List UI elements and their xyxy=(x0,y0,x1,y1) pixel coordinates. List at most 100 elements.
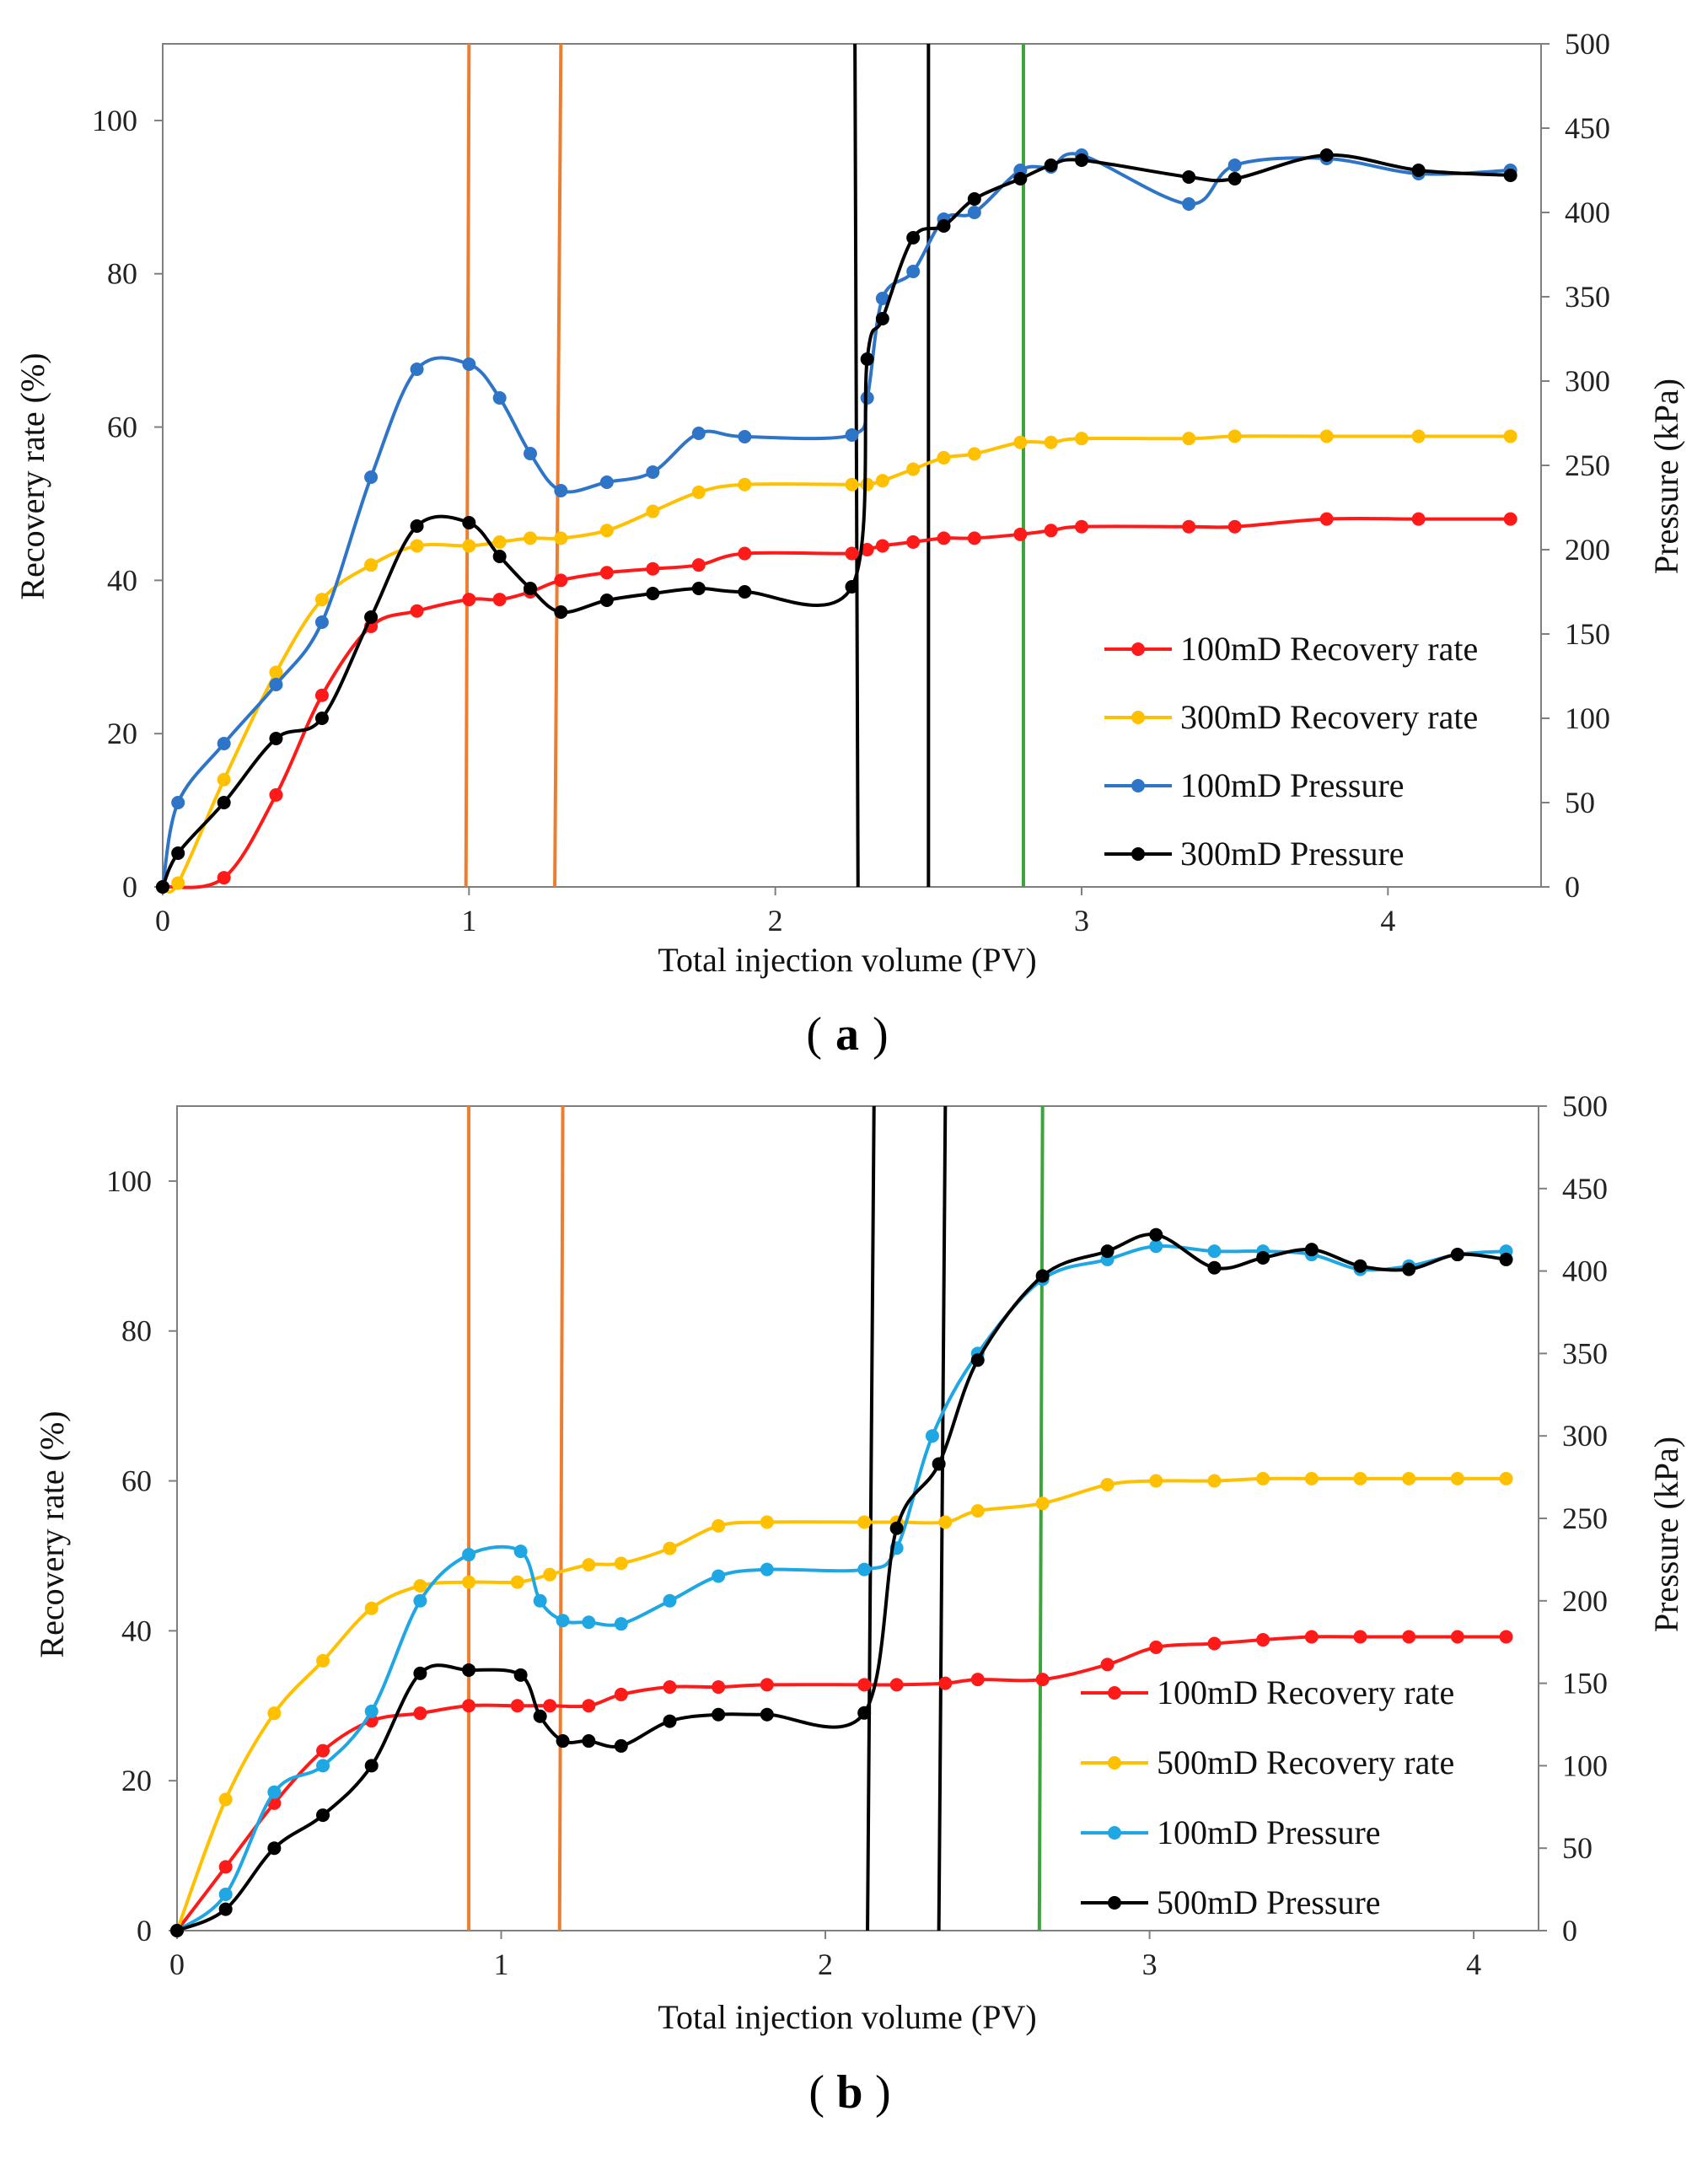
data-point xyxy=(316,1808,330,1823)
vertical-marker-line xyxy=(464,43,471,888)
data-point xyxy=(663,1593,677,1608)
data-point xyxy=(413,1579,427,1593)
series-line xyxy=(176,1233,1507,1932)
y-right-tick-label: 50 xyxy=(1565,786,1595,819)
data-point xyxy=(1227,429,1242,443)
data-point xyxy=(364,610,379,624)
x-axis-title: Total injection volume (PV) xyxy=(658,941,1036,979)
data-point xyxy=(1227,519,1242,534)
y-right-tick-label: 250 xyxy=(1562,1502,1608,1535)
data-point xyxy=(1411,429,1426,443)
data-point xyxy=(510,1575,524,1589)
data-point xyxy=(1182,170,1196,184)
data-point xyxy=(1499,1252,1513,1266)
y-right-tick-label: 500 xyxy=(1565,27,1610,61)
data-point xyxy=(1227,158,1242,172)
data-point xyxy=(712,1518,726,1533)
data-point xyxy=(1450,1471,1464,1485)
data-point xyxy=(513,1545,528,1559)
data-point xyxy=(938,1515,953,1529)
y-right-tick-label: 200 xyxy=(1565,533,1610,567)
legend-item: 100mD Recovery rate xyxy=(1081,1673,1454,1711)
y-right-tick-label: 350 xyxy=(1562,1336,1608,1370)
data-point xyxy=(712,1569,726,1583)
x-tick-label: 4 xyxy=(1380,904,1395,937)
data-point xyxy=(1075,153,1088,167)
data-point xyxy=(554,531,568,545)
legend-swatch-marker xyxy=(1108,1756,1121,1770)
data-point xyxy=(646,587,660,600)
data-point xyxy=(1013,527,1028,541)
y-right-tick-label: 50 xyxy=(1562,1831,1593,1865)
data-point xyxy=(906,462,921,476)
y-right-tick-label: 300 xyxy=(1565,364,1610,398)
data-point xyxy=(316,1743,330,1758)
panel-a-chart: 0 1 2 3 402040608010005010015020025030035040… xyxy=(13,27,1685,1061)
y-axis-title-left: Recovery rate (%) xyxy=(13,352,51,599)
y-right-tick-label: 450 xyxy=(1565,111,1610,145)
data-point xyxy=(524,531,537,545)
data-point xyxy=(364,470,379,484)
data-point xyxy=(554,573,568,588)
data-point xyxy=(314,688,329,702)
data-point xyxy=(554,484,568,497)
data-point xyxy=(1353,1630,1367,1644)
series-group xyxy=(170,1239,1513,1937)
data-point xyxy=(410,539,424,553)
data-point xyxy=(967,531,981,545)
plot-frame xyxy=(162,43,1542,888)
svg-text:(: ( xyxy=(806,1008,822,1061)
vertical-marker-line xyxy=(1037,1105,1045,1931)
data-point xyxy=(691,485,706,499)
data-point xyxy=(156,880,169,894)
legend-swatch-marker xyxy=(1131,642,1145,656)
data-point xyxy=(492,593,507,607)
data-point xyxy=(967,447,981,461)
x-tick-label: 3 xyxy=(1074,904,1089,937)
data-point xyxy=(462,1699,476,1713)
series-group xyxy=(170,1228,1513,1937)
legend-label: 100mD Pressure xyxy=(1180,766,1405,804)
data-point xyxy=(970,1673,985,1687)
data-point xyxy=(691,558,706,572)
legend-item: 300mD Pressure xyxy=(1104,835,1405,873)
data-point xyxy=(533,1593,547,1608)
data-point xyxy=(314,712,329,725)
data-point xyxy=(316,1653,330,1668)
data-point xyxy=(217,737,231,750)
data-point xyxy=(554,605,568,619)
y-right-tick-label: 400 xyxy=(1565,196,1610,229)
legend-item: 300mD Recovery rate xyxy=(1104,698,1478,736)
data-point xyxy=(906,265,921,278)
data-point xyxy=(410,604,424,618)
data-point xyxy=(1450,1630,1464,1644)
data-point xyxy=(524,582,537,595)
legend-item: 500mD Pressure xyxy=(1081,1883,1381,1921)
data-point xyxy=(513,1668,528,1682)
data-point xyxy=(646,504,660,518)
legend-swatch-marker xyxy=(1108,1896,1121,1910)
data-point xyxy=(462,1548,476,1562)
legend-swatch-marker xyxy=(1108,1686,1121,1700)
data-point xyxy=(269,732,283,745)
data-point xyxy=(267,1841,282,1856)
svg-text:(: ( xyxy=(808,2066,824,2119)
y-left-tick-label: 0 xyxy=(137,1914,152,1947)
data-point xyxy=(860,477,874,492)
data-point xyxy=(663,1680,677,1695)
data-point xyxy=(1100,1477,1114,1491)
y-right-tick-label: 250 xyxy=(1565,449,1610,482)
x-tick-label: 0 xyxy=(169,1947,185,1981)
panel-b-chart: 0 1 2 3 402040608010005010015020025030035040… xyxy=(33,1089,1685,2119)
data-point xyxy=(1044,435,1058,449)
data-point xyxy=(860,543,874,556)
data-point xyxy=(1402,1630,1416,1644)
x-tick-label: 3 xyxy=(1142,1947,1157,1981)
data-point xyxy=(269,787,283,802)
data-point xyxy=(492,550,507,563)
data-point xyxy=(845,580,859,594)
x-tick-label: 1 xyxy=(494,1947,509,1981)
legend-swatch-marker xyxy=(1108,1826,1121,1840)
data-point xyxy=(1182,432,1196,446)
